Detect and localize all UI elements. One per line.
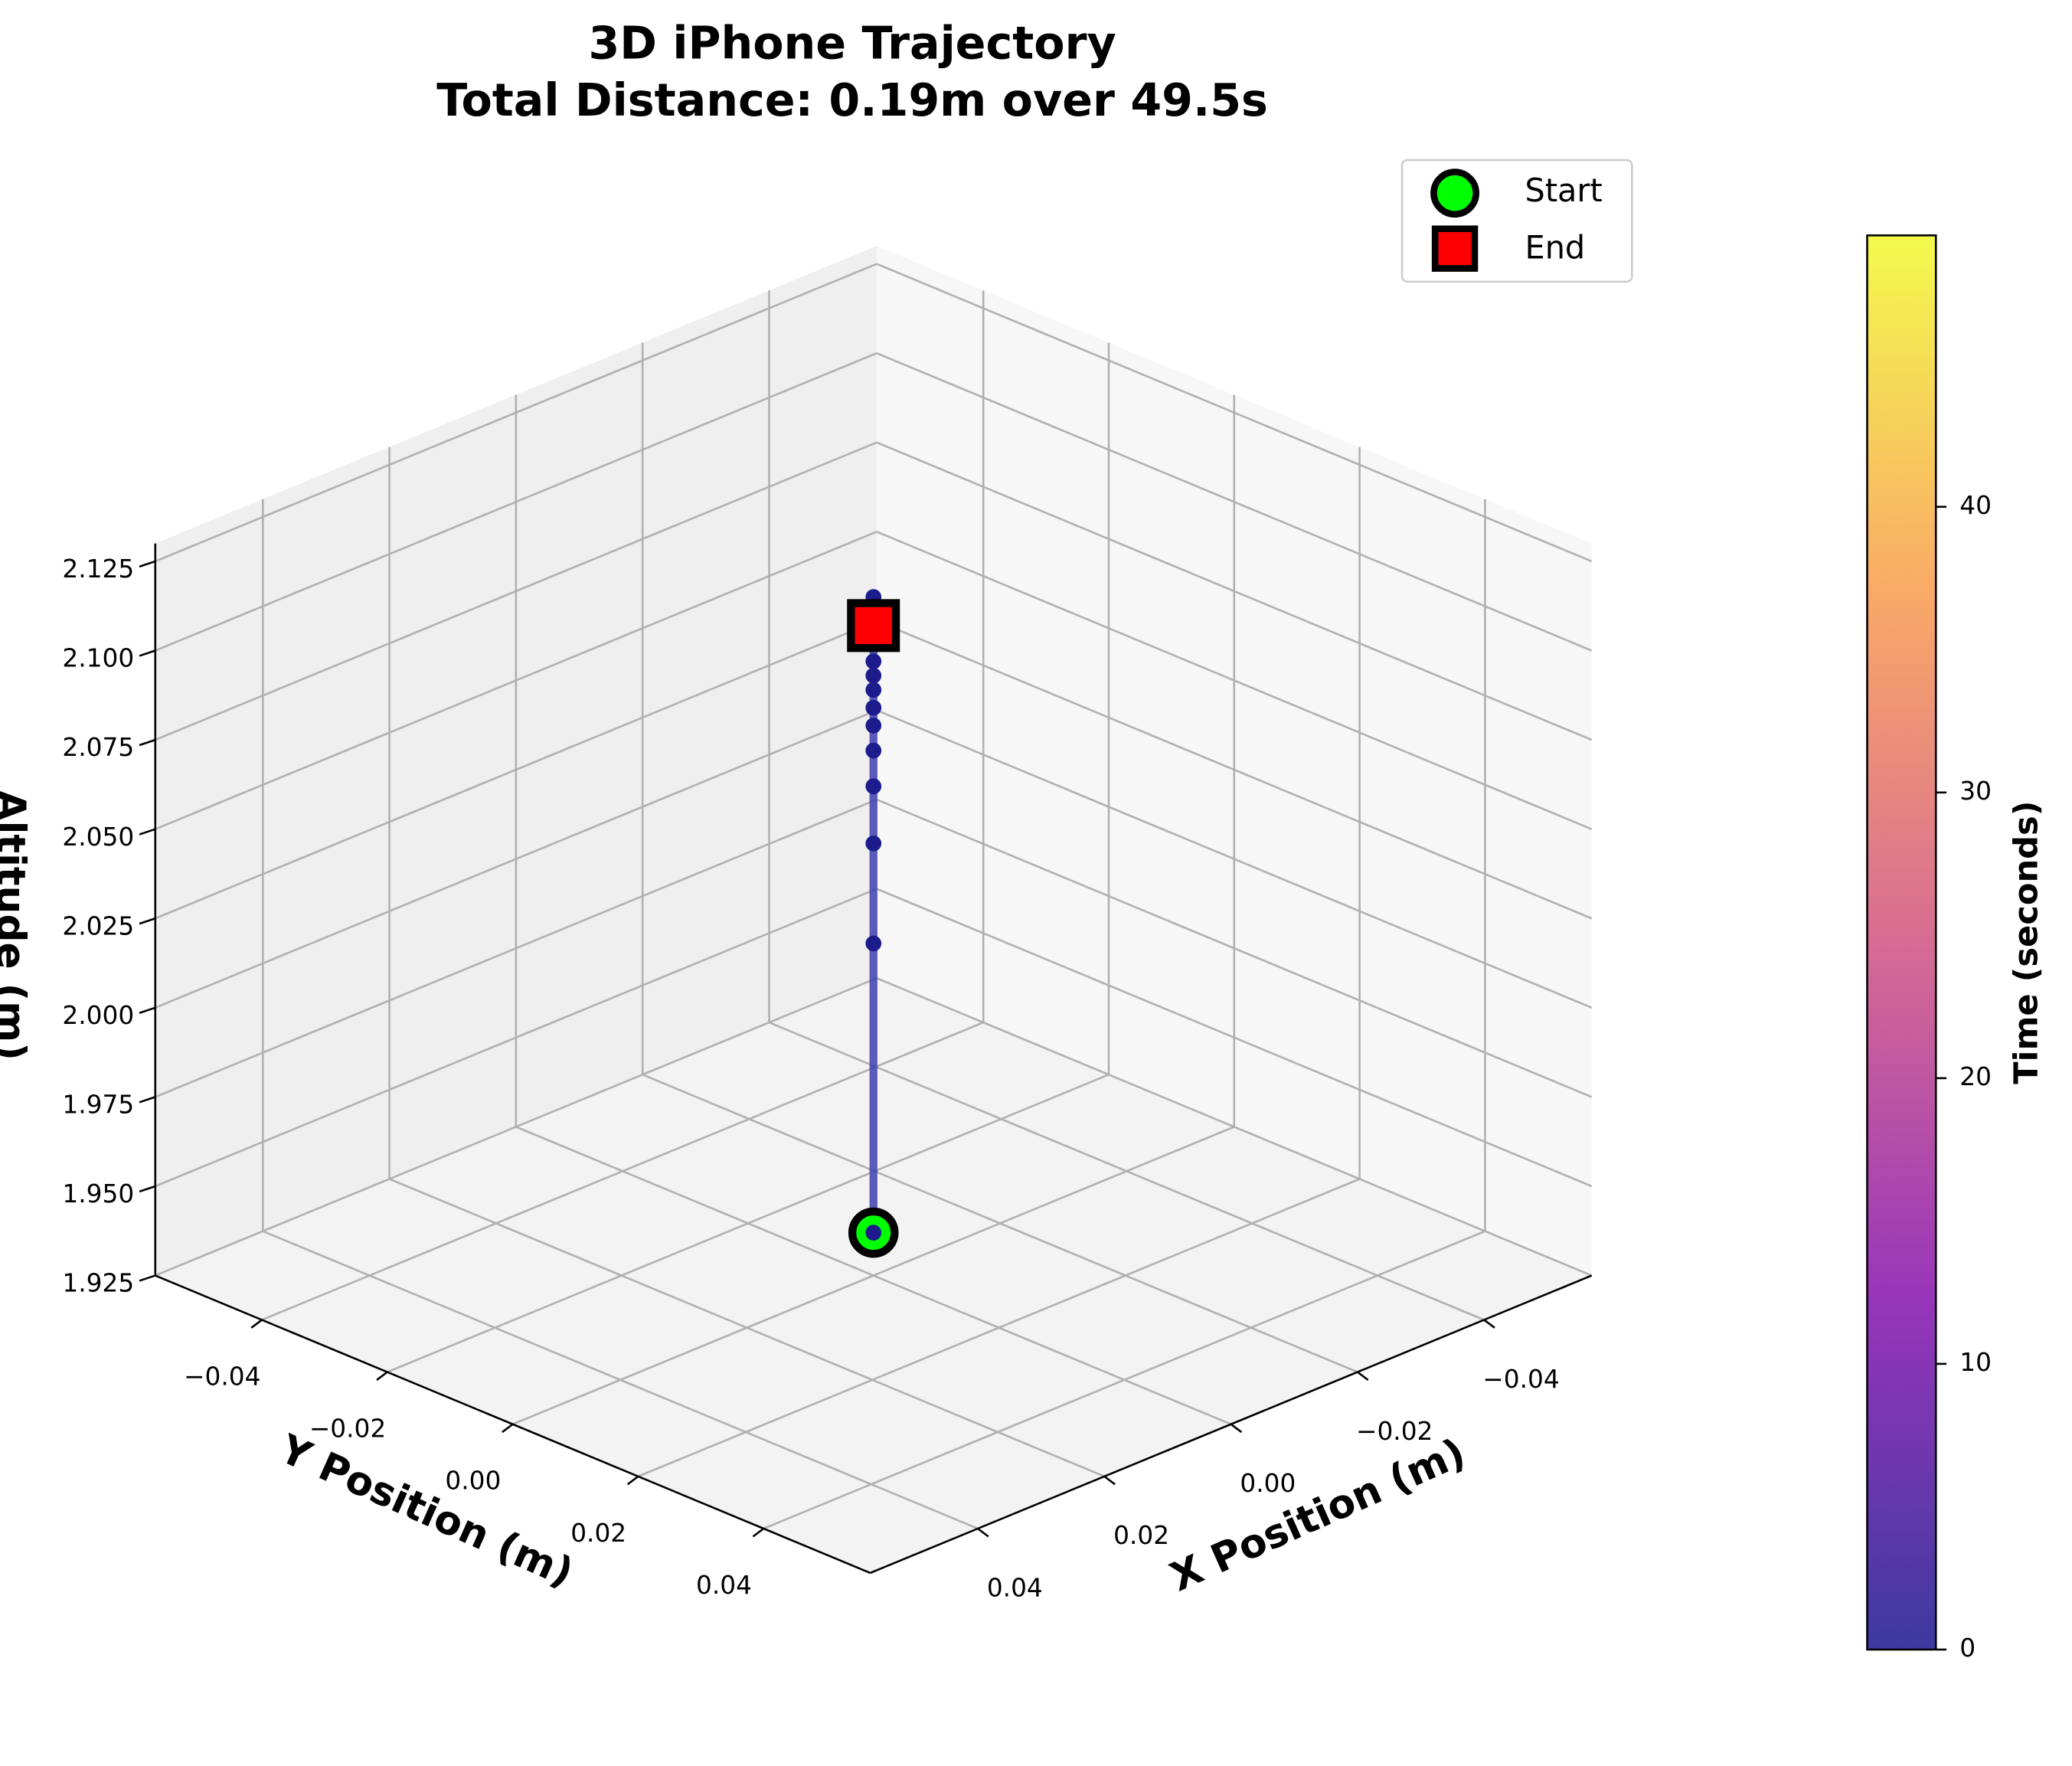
colorbar-label: Time (seconds)	[2008, 801, 2046, 1084]
trajectory-point	[865, 835, 882, 852]
trajectory-point	[865, 667, 882, 684]
x-tick	[1483, 1319, 1495, 1329]
z-tick-label: 2.050	[62, 822, 134, 852]
grid-line	[261, 1021, 984, 1321]
x-tick-label: −0.02	[1356, 1417, 1433, 1446]
grid-line	[155, 531, 877, 830]
x-tick	[977, 1527, 989, 1538]
y-tick-label: −0.04	[184, 1362, 260, 1391]
grid-line	[155, 352, 877, 652]
z-tick-label: 1.950	[62, 1179, 134, 1208]
grid-line	[637, 1178, 1361, 1478]
x-tick	[1103, 1475, 1116, 1486]
grid-line	[876, 888, 1593, 1188]
x-tick-label: 0.02	[1113, 1521, 1169, 1550]
trajectory-point	[865, 742, 882, 759]
colorbar-tick-label: 20	[1959, 1062, 1992, 1091]
y-tick	[626, 1475, 639, 1486]
z-tick	[139, 1096, 156, 1104]
y-axis-label: Y Position (m)	[273, 1426, 580, 1597]
grid-line	[155, 888, 877, 1188]
z-tick-label: 2.075	[62, 733, 134, 762]
legend-end-swatch	[1431, 225, 1479, 272]
grid-line	[876, 531, 1593, 830]
z-tick-label: 2.025	[62, 911, 134, 940]
z-tick	[139, 738, 156, 747]
colorbar-tick-label: 0	[1959, 1634, 1976, 1663]
grid-line	[763, 1230, 1485, 1530]
y-tick-label: 0.02	[570, 1519, 626, 1548]
x-tick-label: 0.00	[1240, 1469, 1296, 1498]
z-tick	[139, 560, 156, 568]
y-tick-label: 0.04	[696, 1571, 752, 1600]
y-tick	[250, 1319, 263, 1329]
z-tick-label: 2.125	[62, 554, 134, 584]
colorbar-tick-label: 40	[1959, 491, 1992, 520]
z-tick-label: 1.925	[62, 1269, 134, 1298]
y-tick	[502, 1423, 514, 1434]
grid-line	[155, 620, 877, 920]
z-tick	[139, 1185, 156, 1193]
colorbar-tick-label: 10	[1959, 1348, 1992, 1377]
grid-line	[155, 263, 877, 563]
grid-line	[155, 798, 877, 1098]
trajectory-point	[865, 935, 882, 952]
grid-line	[387, 1074, 1110, 1373]
grid-line	[876, 263, 1593, 563]
x-tick	[1357, 1371, 1369, 1381]
trajectory-point	[865, 699, 882, 716]
grid-line	[876, 976, 1593, 1277]
grid-line	[155, 709, 877, 1009]
trajectory-point	[865, 778, 882, 795]
trajectory-point	[865, 718, 882, 734]
z-axis-label: Altitude (m)	[0, 790, 33, 1061]
z-tick	[139, 828, 156, 836]
z-tick	[139, 1006, 156, 1014]
y-tick-label: −0.02	[309, 1414, 386, 1444]
grid-line	[155, 976, 877, 1277]
start-point	[865, 1225, 882, 1241]
x-tick	[1230, 1423, 1243, 1434]
grid-line	[876, 709, 1593, 1009]
y-tick-label: 0.00	[445, 1467, 501, 1496]
y-tick	[752, 1527, 765, 1538]
grid-line	[512, 1126, 1235, 1425]
x-axis-label: X Position (m)	[1164, 1430, 1472, 1601]
grid-line	[876, 620, 1593, 920]
grid-line	[155, 441, 877, 741]
legend-start-swatch	[1430, 168, 1479, 218]
x-tick-label: −0.04	[1482, 1365, 1559, 1394]
z-tick-label: 2.100	[62, 644, 134, 673]
colorbar	[1866, 234, 1937, 1651]
legend-label: End	[1525, 229, 1586, 266]
chart-subtitle: Total Distance: 0.19m over 49.5s	[436, 74, 1268, 126]
grid-line	[876, 441, 1593, 741]
trajectory-point	[865, 682, 882, 698]
y-tick	[376, 1371, 388, 1381]
legend-label: Start	[1525, 172, 1603, 209]
z-tick-label: 1.975	[62, 1090, 134, 1119]
grid-line	[876, 352, 1593, 652]
chart-title: 3D iPhone Trajectory	[588, 18, 1116, 70]
z-tick	[139, 1274, 156, 1282]
x-tick-label: 0.04	[987, 1573, 1043, 1602]
grid-line	[876, 798, 1593, 1098]
trajectory-point	[865, 653, 882, 669]
end-marker	[847, 599, 900, 652]
z-tick-label: 2.000	[62, 1001, 134, 1030]
colorbar-tick-label: 30	[1959, 777, 1992, 806]
z-tick	[139, 649, 156, 657]
z-tick	[139, 917, 156, 925]
